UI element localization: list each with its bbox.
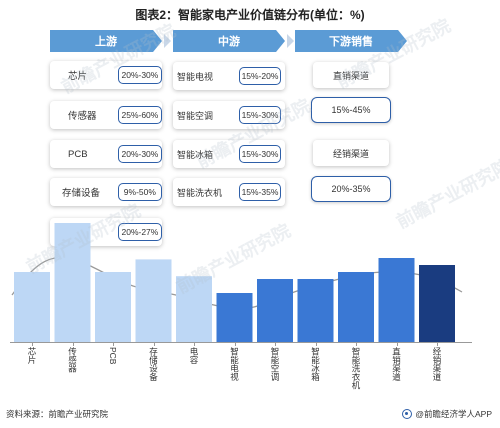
downstream-item-direct-value: 15%-45%: [311, 97, 391, 123]
midstream-item-value: 15%-30%: [239, 145, 281, 163]
x-axis-tick: [437, 342, 438, 346]
upstream-item-label: PCB: [68, 148, 88, 160]
arrow-right-icon: [287, 34, 294, 48]
stage-downstream-header: 下游销售: [295, 30, 407, 52]
midstream-item-label: 智能空调: [177, 110, 214, 121]
upstream-item-value: 20%-30%: [117, 145, 162, 163]
upstream-item-value: 9%-50%: [117, 183, 162, 201]
midstream-item-fridge: 智能冰箱 15%-30%: [173, 140, 285, 168]
upstream-item-value: 25%-60%: [117, 106, 162, 124]
bar-3: [135, 259, 172, 342]
upstream-item-label: 传感器: [68, 111, 97, 122]
midstream-item-label: 智能洗衣机: [177, 187, 223, 198]
upstream-item-pcb: PCB 20%-30%: [50, 140, 162, 168]
downstream-item-dealer-label: 经销渠道: [313, 140, 389, 166]
x-axis-tick: [194, 342, 195, 346]
upstream-item-value: 20%-30%: [117, 66, 162, 84]
midstream-item-tv: 智能电视 15%-20%: [173, 62, 285, 90]
chart-title: 图表2：智能家电产业价值链分布(单位：%): [135, 8, 365, 22]
midstream-item-value: 15%-20%: [239, 67, 281, 85]
bar-0: [14, 272, 50, 342]
x-tick-label: 经销渠道: [432, 347, 442, 381]
upstream-item-storage: 存储设备 9%-50%: [50, 178, 162, 206]
midstream-item-label: 智能电视: [177, 71, 214, 82]
stage-midstream-header: 中游: [173, 30, 285, 52]
brand-credit: @前瞻经济学人APP: [402, 408, 492, 420]
x-axis-tick: [396, 342, 398, 346]
midstream-item-ac: 智能空调 15%-30%: [173, 101, 285, 129]
x-tick-label: 传感器: [67, 347, 78, 373]
bar-2: [95, 272, 131, 342]
bar-8: [338, 272, 374, 342]
source-note: 资料来源：前瞻产业研究院: [6, 409, 109, 419]
upstream-item-chip: 芯片 20%-30%: [50, 61, 162, 89]
x-tick-label: 智能空调: [270, 347, 280, 381]
x-tick-label: 智能洗衣机: [351, 347, 361, 390]
midstream-item-washer: 智能洗衣机 15%-35%: [173, 178, 285, 206]
x-axis-tick: [356, 342, 357, 346]
x-axis-tick: [72, 342, 74, 346]
bar-1: [54, 223, 91, 342]
x-tick-label: 直销渠道: [391, 347, 402, 381]
x-tick-label: 智能电视: [229, 347, 240, 381]
x-tick-label: 芯片: [27, 347, 37, 364]
x-axis-tick: [275, 342, 276, 346]
midstream-item-value: 15%-35%: [239, 183, 281, 201]
x-tick-label: 智能冰箱: [310, 347, 321, 381]
upstream-item-sensor: 传感器 25%-60%: [50, 101, 162, 129]
bar-5: [216, 293, 253, 342]
x-axis-line: [10, 342, 472, 343]
bar-9: [378, 258, 415, 342]
x-axis-tick: [315, 342, 317, 346]
brand-logo-icon: [402, 409, 413, 419]
x-axis-tick: [153, 342, 155, 346]
x-axis-tick: [113, 342, 114, 346]
x-tick-label: 存储设备: [148, 347, 159, 381]
x-tick-label: 电容: [189, 347, 199, 364]
x-axis-tick: [32, 342, 33, 346]
arrow-right-icon: [164, 34, 171, 48]
stage-upstream-header: 上游: [50, 30, 162, 52]
midstream-item-value: 15%-30%: [239, 106, 281, 124]
brand-text: @前瞻经济学人APP: [415, 409, 492, 419]
bar-7: [297, 279, 334, 342]
midstream-item-label: 智能冰箱: [177, 149, 214, 160]
bar-6: [257, 279, 293, 342]
downstream-item-direct-label: 直销渠道: [313, 62, 389, 88]
x-axis-tick: [234, 342, 236, 346]
downstream-item-dealer-value: 20%-35%: [311, 176, 391, 202]
upstream-item-label: 存储设备: [62, 188, 101, 199]
upstream-item-label: 芯片: [68, 71, 88, 82]
bar-4: [176, 276, 212, 342]
upstream-item-value: 20%-27%: [117, 223, 162, 241]
bar-10: [419, 265, 455, 342]
x-tick-label: PCB: [108, 347, 118, 365]
